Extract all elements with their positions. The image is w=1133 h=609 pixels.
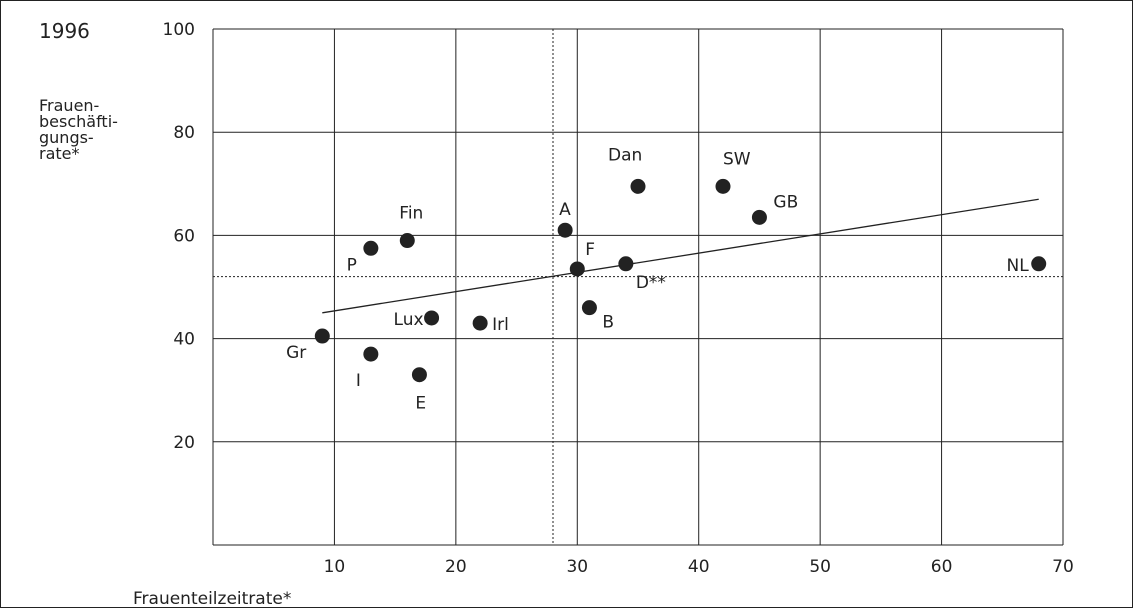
data-point-label: NL	[1007, 256, 1030, 276]
data-point-label: B	[602, 313, 614, 333]
data-point	[363, 346, 379, 362]
data-point-label: F	[585, 240, 595, 260]
x-tick-label: 30	[566, 557, 588, 577]
data-point-label: Gr	[286, 343, 306, 363]
x-tick-label: 40	[688, 557, 710, 577]
trend-line	[322, 198, 1039, 314]
data-point-label: A	[559, 200, 571, 220]
x-tick-label: 20	[445, 557, 467, 577]
data-point	[399, 233, 415, 249]
data-point-label: I	[356, 371, 361, 391]
data-point-label: D**	[636, 273, 666, 293]
y-tick-label: 20	[173, 433, 195, 453]
data-point	[751, 209, 767, 225]
y-tick-label: 80	[173, 123, 195, 143]
data-point	[569, 261, 585, 277]
data-point-label: Lux	[394, 310, 424, 330]
data-point	[1031, 256, 1047, 272]
data-point	[314, 328, 330, 344]
year-label: 1996	[39, 19, 90, 43]
data-point-label: SW	[723, 149, 751, 169]
x-tick-label: 50	[809, 557, 831, 577]
plot-area: 20 40 60 80 100 10 20 30 40 50 60 70 Gr I P Fin E Lux Irl A…	[163, 20, 1074, 577]
y-tick-label: 100	[163, 20, 195, 40]
y-tick-label: 40	[173, 330, 195, 350]
data-point-label: Dan	[608, 145, 642, 165]
y-axis-label-line: gungs-	[39, 128, 94, 147]
x-axis-label: Frauenteilzeitrate*	[133, 589, 291, 609]
data-point-label: Irl	[492, 315, 509, 335]
data-point	[424, 310, 440, 326]
data-point	[581, 300, 597, 316]
data-point	[715, 178, 731, 194]
y-axis-label: Frauen- beschäfti- gungs- rate*	[39, 96, 123, 163]
data-point-label: Fin	[399, 204, 423, 224]
data-point	[472, 315, 488, 331]
x-tick-label: 70	[1052, 557, 1074, 577]
x-tick-label: 10	[324, 557, 346, 577]
data-point	[630, 178, 646, 194]
data-point-label: GB	[773, 192, 798, 212]
y-axis-label-line: rate*	[39, 144, 80, 163]
y-axis-label-line: beschäfti-	[39, 112, 118, 131]
data-point-label: E	[415, 394, 426, 414]
x-tick-label: 60	[931, 557, 953, 577]
data-point-label: P	[347, 255, 357, 275]
y-axis-label-line: Frauen-	[39, 96, 99, 115]
y-tick-label: 60	[173, 226, 195, 246]
data-point	[557, 222, 573, 238]
data-point	[411, 367, 427, 383]
data-point	[618, 256, 634, 272]
data-point	[363, 240, 379, 256]
